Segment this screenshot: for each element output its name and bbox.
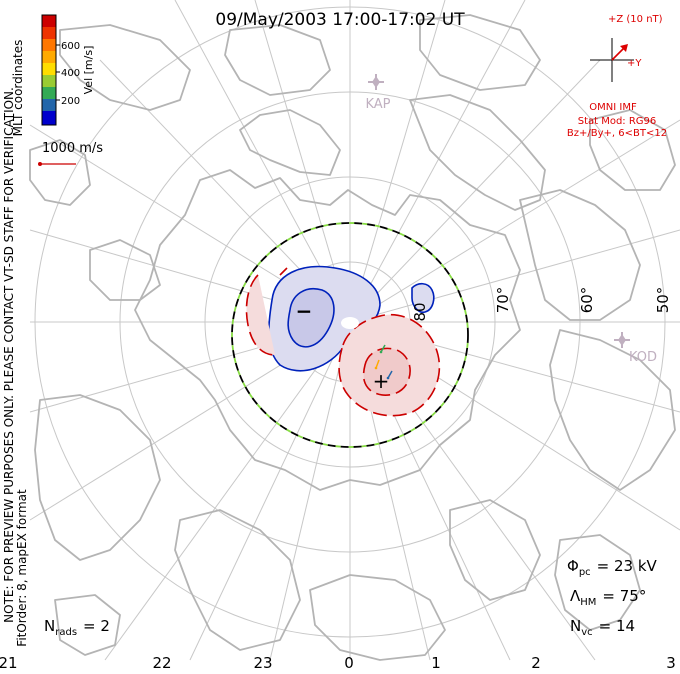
imf-y-label: +Y [627, 58, 642, 69]
fit-order-label: FitOrder: 8, mapEX format [15, 489, 29, 647]
colorbar-tick-600: 600 [61, 41, 80, 52]
negative-cell [267, 265, 435, 372]
latitude-label-50: 50° [654, 287, 672, 314]
colorbar-label: Vel [m/s] [82, 46, 95, 95]
vector-count: Nvc = 14 [570, 617, 635, 638]
imf-z-label: +Z (10 nT) [608, 14, 663, 25]
potential-minimum-marker: − [296, 299, 313, 323]
positive-cell [245, 267, 441, 417]
mlt-label-21: 21 [0, 654, 18, 672]
velocity-scale-vector [38, 162, 76, 166]
latitude-label-70: 70° [494, 287, 512, 314]
colorbar-tick-400: 400 [61, 68, 80, 79]
potential-maximum-marker: + [373, 369, 390, 393]
mlt-label-1: 1 [431, 654, 441, 672]
mlt-label-0: 0 [344, 654, 354, 672]
mlt-label-22: 22 [152, 654, 171, 672]
mlt-label-3: 3 [666, 654, 676, 672]
mlt-label-23: 23 [253, 654, 272, 672]
station-label-kap: KAP [365, 97, 390, 112]
imf-source-label: OMNI IMF [589, 102, 637, 113]
station-kod [614, 332, 630, 348]
stat-model-label: Stat Mod: RG96 [578, 116, 657, 127]
radar-count: Nrads = 2 [44, 617, 110, 638]
cross-polar-potential: Φpc = 23 kV [567, 557, 658, 578]
coastlines [29, 14, 676, 661]
coordinate-system-label: MLT coordinates [11, 40, 25, 137]
heppner-maynard-boundary [231, 222, 469, 448]
latitude-label-80: 80 [411, 302, 429, 321]
stat-model-bin-label: Bz+/By+, 6<BT<12 [567, 128, 667, 139]
preview-notice: NOTE: FOR PREVIEW PURPOSES ONLY. PLEASE … [2, 87, 16, 623]
velocity-vectors [374, 344, 393, 380]
station-kap [368, 74, 384, 90]
colorbar-tick-200: 200 [61, 96, 80, 107]
velocity-scale-label: 1000 m/s [42, 141, 103, 156]
map-title: 09/May/2003 17:00-17:02 UT [215, 10, 465, 30]
pole-spot [341, 317, 359, 329]
imf-dial [590, 38, 634, 82]
station-label-kod: KOD [629, 350, 657, 365]
hm-boundary-latitude: ΛHM = 75° [570, 587, 646, 608]
velocity-colorbar [41, 14, 60, 126]
mlt-label-2: 2 [531, 654, 541, 672]
latitude-label-60: 60° [578, 287, 596, 314]
